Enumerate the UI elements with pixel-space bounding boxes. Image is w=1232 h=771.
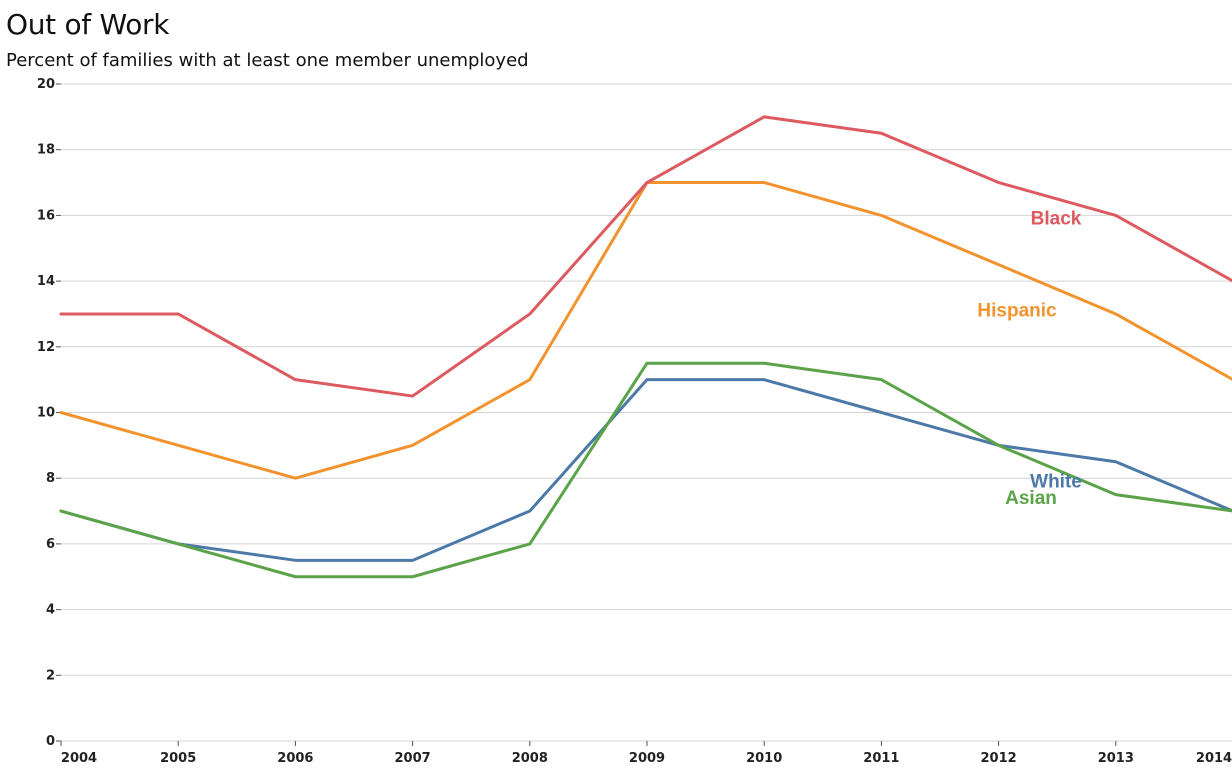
data-point-white <box>880 411 883 414</box>
data-point-hispanic <box>177 444 180 447</box>
data-point-asian <box>177 542 180 545</box>
chart-title: Out of Work <box>6 8 170 41</box>
data-point-hispanic <box>1114 312 1117 315</box>
y-tick-label: 10 <box>37 406 55 421</box>
x-axis: 2004 2005 2006 2007 2008 2009 2010 2011 2012 2013… <box>60 741 1232 766</box>
y-axis: 0 2 4 6 8 10 12 14 16 18 20 <box>37 77 61 749</box>
data-point-asian <box>60 510 63 513</box>
data-point-asian <box>294 575 297 578</box>
x-tick-label: 2010 <box>746 751 782 766</box>
x-tick-label: 2007 <box>395 751 431 766</box>
data-point-black <box>880 132 883 135</box>
data-point-hispanic <box>880 214 883 217</box>
x-tick-label: 2012 <box>981 751 1017 766</box>
series-line-white <box>59 378 1232 562</box>
y-tick-label: 16 <box>37 208 55 223</box>
data-point-asian <box>997 444 1000 447</box>
data-point-black <box>763 115 766 118</box>
y-tick-label: 4 <box>46 603 55 618</box>
data-point-white <box>646 378 649 381</box>
series-label-hispanic: Hispanic <box>977 301 1057 322</box>
data-point-black <box>411 395 414 398</box>
y-tick-label: 0 <box>46 734 55 749</box>
x-tick-label: 2011 <box>863 751 899 766</box>
y-tick-label: 20 <box>37 77 55 92</box>
data-point-black <box>294 378 297 381</box>
data-point-white <box>411 559 414 562</box>
y-tick-label: 8 <box>46 471 55 486</box>
x-tick-label: 2014 <box>1196 751 1232 766</box>
y-tick-label: 12 <box>37 340 55 355</box>
data-point-hispanic <box>294 477 297 480</box>
chart-subtitle: Percent of families with at least one me… <box>6 50 529 71</box>
data-point-black <box>1114 214 1117 217</box>
data-point-white <box>294 559 297 562</box>
data-point-hispanic <box>763 181 766 184</box>
series-line-black <box>59 115 1232 398</box>
data-point-white <box>763 378 766 381</box>
x-tick-label: 2006 <box>277 751 313 766</box>
x-tick-label: 2009 <box>629 751 665 766</box>
series-label-white: White <box>1030 471 1082 492</box>
y-tick-label: 18 <box>37 143 55 158</box>
data-point-asian <box>528 542 531 545</box>
data-point-black <box>646 181 649 184</box>
data-point-asian <box>880 378 883 381</box>
data-point-white <box>1114 460 1117 463</box>
data-point-hispanic <box>997 263 1000 266</box>
y-tick-label: 14 <box>37 274 55 289</box>
data-point-white <box>528 510 531 513</box>
series-line-asian <box>59 361 1232 579</box>
series-label-asian: Asian <box>1005 488 1057 509</box>
y-tick-label: 2 <box>46 668 55 683</box>
data-point-black <box>60 312 63 315</box>
data-point-asian <box>763 362 766 365</box>
x-tick-label: 2013 <box>1098 751 1134 766</box>
data-point-black <box>177 312 180 315</box>
series-lines <box>59 115 1232 579</box>
x-tick-label: 2008 <box>512 751 548 766</box>
data-point-hispanic <box>528 378 531 381</box>
data-point-black <box>528 312 531 315</box>
data-point-asian <box>411 575 414 578</box>
x-tick-label: 2005 <box>160 751 196 766</box>
data-point-hispanic <box>411 444 414 447</box>
data-point-asian <box>646 362 649 365</box>
x-tick-label: 2004 <box>61 751 97 766</box>
data-point-black <box>997 181 1000 184</box>
y-tick-label: 6 <box>46 537 55 552</box>
data-point-asian <box>1114 493 1117 496</box>
data-point-hispanic <box>60 411 63 414</box>
series-label-black: Black <box>1031 209 1082 230</box>
